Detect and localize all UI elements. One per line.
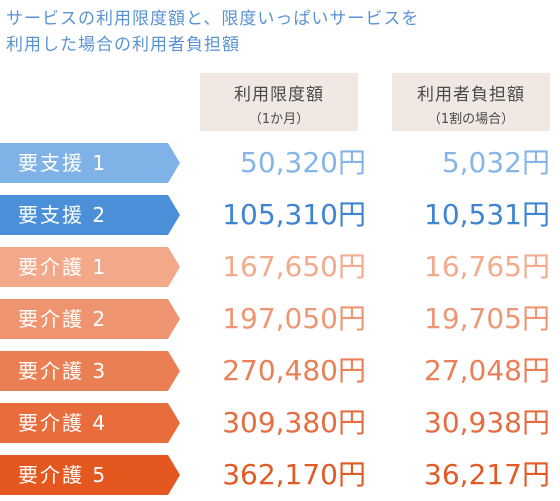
limit-amount: 50,320円: [240, 146, 366, 179]
care-level-tag: 要介護 2: [0, 299, 180, 339]
limit-amount: 167,650円: [222, 250, 366, 283]
column-header-limit: 利用限度額 （1か月）: [200, 73, 358, 131]
care-level-tag: 要介護 4: [0, 403, 180, 443]
copay-amount: 19,705円: [424, 302, 550, 335]
care-level-row: 要介護 2 197,050円 19,705円: [0, 299, 560, 339]
copay-amount: 16,765円: [424, 250, 550, 283]
limit-amount: 309,380円: [222, 406, 366, 439]
care-level-row: 要介護 5 362,170円 36,217円: [0, 455, 560, 495]
care-level-row: 要介護 1 167,650円 16,765円: [0, 247, 560, 287]
limit-amount: 197,050円: [222, 302, 366, 335]
title-line-2: 利用した場合の利用者負担額: [6, 35, 240, 55]
column-header-copay-sub: （1割の場合）: [427, 112, 515, 127]
care-level-tag: 要支援 1: [0, 143, 180, 183]
care-level-tag: 要介護 5: [0, 455, 180, 495]
care-level-row: 要介護 4 309,380円 30,938円: [0, 403, 560, 443]
column-header-copay: 利用者負担額 （1割の場合）: [392, 73, 550, 131]
column-header-limit-sub: （1か月）: [248, 112, 310, 127]
title-line-1: サービスの利用限度額と、限度いっぱいサービスを: [6, 9, 420, 29]
column-header-limit-label: 利用限度額: [234, 85, 324, 105]
copay-amount: 10,531円: [424, 198, 550, 231]
limit-amount: 362,170円: [222, 458, 366, 491]
care-level-row: 要支援 1 50,320円 5,032円: [0, 143, 560, 183]
care-level-tag: 要介護 3: [0, 351, 180, 391]
limit-amount: 270,480円: [222, 354, 366, 387]
copay-amount: 27,048円: [424, 354, 550, 387]
copay-amount: 5,032円: [441, 146, 550, 179]
care-level-row: 要支援 2 105,310円 10,531円: [0, 195, 560, 235]
copay-amount: 30,938円: [424, 406, 550, 439]
copay-amount: 36,217円: [424, 458, 550, 491]
care-level-tag: 要介護 1: [0, 247, 180, 287]
limit-amount: 105,310円: [222, 198, 366, 231]
care-level-tag: 要支援 2: [0, 195, 180, 235]
page-title: サービスの利用限度額と、限度いっぱいサービスを 利用した場合の利用者負担額: [6, 6, 556, 58]
column-header-copay-label: 利用者負担額: [417, 85, 525, 105]
care-level-row: 要介護 3 270,480円 27,048円: [0, 351, 560, 391]
